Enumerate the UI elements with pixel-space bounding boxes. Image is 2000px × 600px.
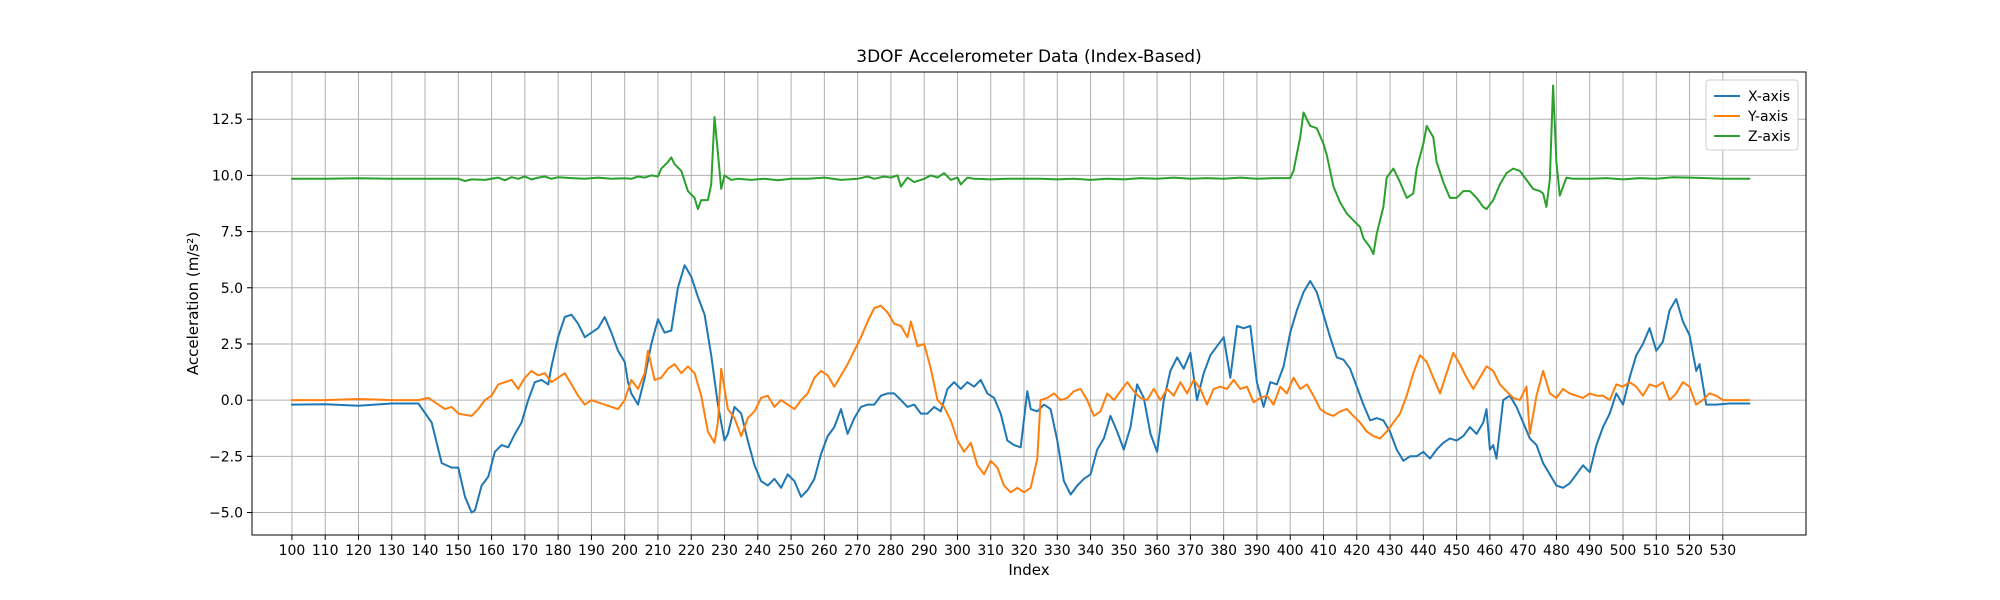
y-tick-label: −2.5	[209, 449, 243, 465]
x-tick-label: 490	[1576, 543, 1603, 559]
x-tick-label: 250	[778, 543, 805, 559]
x-tick-label: 270	[844, 543, 871, 559]
x-tick-label: 140	[412, 543, 439, 559]
x-tick-label: 360	[1144, 543, 1171, 559]
grid	[252, 72, 1806, 535]
x-tick-label: 470	[1510, 543, 1537, 559]
x-tick-label: 380	[1210, 543, 1237, 559]
x-tick-label: 220	[678, 543, 705, 559]
x-tick-label: 160	[478, 543, 505, 559]
x-tick-label: 190	[578, 543, 605, 559]
legend-box	[1705, 79, 1799, 151]
x-tick-label: 230	[711, 543, 738, 559]
series-line-y-axis	[290, 304, 1751, 494]
x-tick-label: 320	[1011, 543, 1038, 559]
series-line-z-axis	[290, 84, 1751, 256]
legend-label: Y-axis	[1747, 109, 1788, 125]
x-tick-label: 330	[1044, 543, 1071, 559]
x-tick-label: 410	[1310, 543, 1337, 559]
x-tick-label: 210	[645, 543, 672, 559]
x-tick-label: 280	[878, 543, 905, 559]
x-tick-label: 430	[1377, 543, 1404, 559]
x-tick-label: 520	[1676, 543, 1703, 559]
axis-ticks: 100 110 120 130 140 150 160 170 180 190 200 210 220 2…	[209, 112, 1736, 559]
y-tick-label: −5.0	[209, 506, 243, 522]
x-tick-label: 100	[279, 543, 306, 559]
chart-title: 3DOF Accelerometer Data (Index-Based)	[856, 47, 1201, 67]
y-tick-label: 0.0	[221, 393, 243, 409]
x-tick-label: 510	[1643, 543, 1670, 559]
x-tick-label: 240	[744, 543, 771, 559]
y-tick-label: 5.0	[221, 281, 243, 297]
x-tick-label: 200	[611, 543, 638, 559]
x-axis-title: Index	[1008, 561, 1049, 579]
x-tick-label: 180	[545, 543, 572, 559]
series-line-x-axis	[290, 264, 1751, 514]
x-tick-label: 500	[1610, 543, 1637, 559]
y-tick-label: 2.5	[221, 337, 243, 353]
x-tick-label: 170	[511, 543, 538, 559]
x-tick-label: 440	[1410, 543, 1437, 559]
x-tick-label: 400	[1277, 543, 1304, 559]
x-tick-label: 480	[1543, 543, 1570, 559]
x-tick-label: 340	[1077, 543, 1104, 559]
x-tick-label: 420	[1343, 543, 1370, 559]
legend: X-axis Y-axis Z-axis	[1705, 79, 1799, 151]
x-tick-label: 460	[1477, 543, 1504, 559]
x-tick-label: 450	[1443, 543, 1470, 559]
x-tick-label: 350	[1110, 543, 1137, 559]
x-tick-label: 290	[911, 543, 938, 559]
y-tick-label: 12.5	[212, 112, 243, 128]
x-tick-label: 310	[977, 543, 1004, 559]
plot-frame	[251, 71, 1807, 536]
x-tick-label: 300	[944, 543, 971, 559]
x-tick-label: 110	[312, 543, 339, 559]
x-tick-label: 370	[1177, 543, 1204, 559]
y-axis-title: Acceleration (m/s²)	[184, 232, 202, 375]
x-tick-label: 390	[1244, 543, 1271, 559]
x-tick-label: 530	[1709, 543, 1736, 559]
x-tick-label: 130	[378, 543, 405, 559]
y-tick-label: 10.0	[212, 168, 243, 184]
legend-label: Z-axis	[1748, 129, 1790, 145]
x-tick-label: 260	[811, 543, 838, 559]
legend-label: X-axis	[1748, 89, 1790, 105]
y-tick-label: 7.5	[221, 225, 243, 241]
x-tick-label: 150	[445, 543, 472, 559]
x-tick-label: 120	[345, 543, 372, 559]
series-group	[290, 84, 1751, 514]
